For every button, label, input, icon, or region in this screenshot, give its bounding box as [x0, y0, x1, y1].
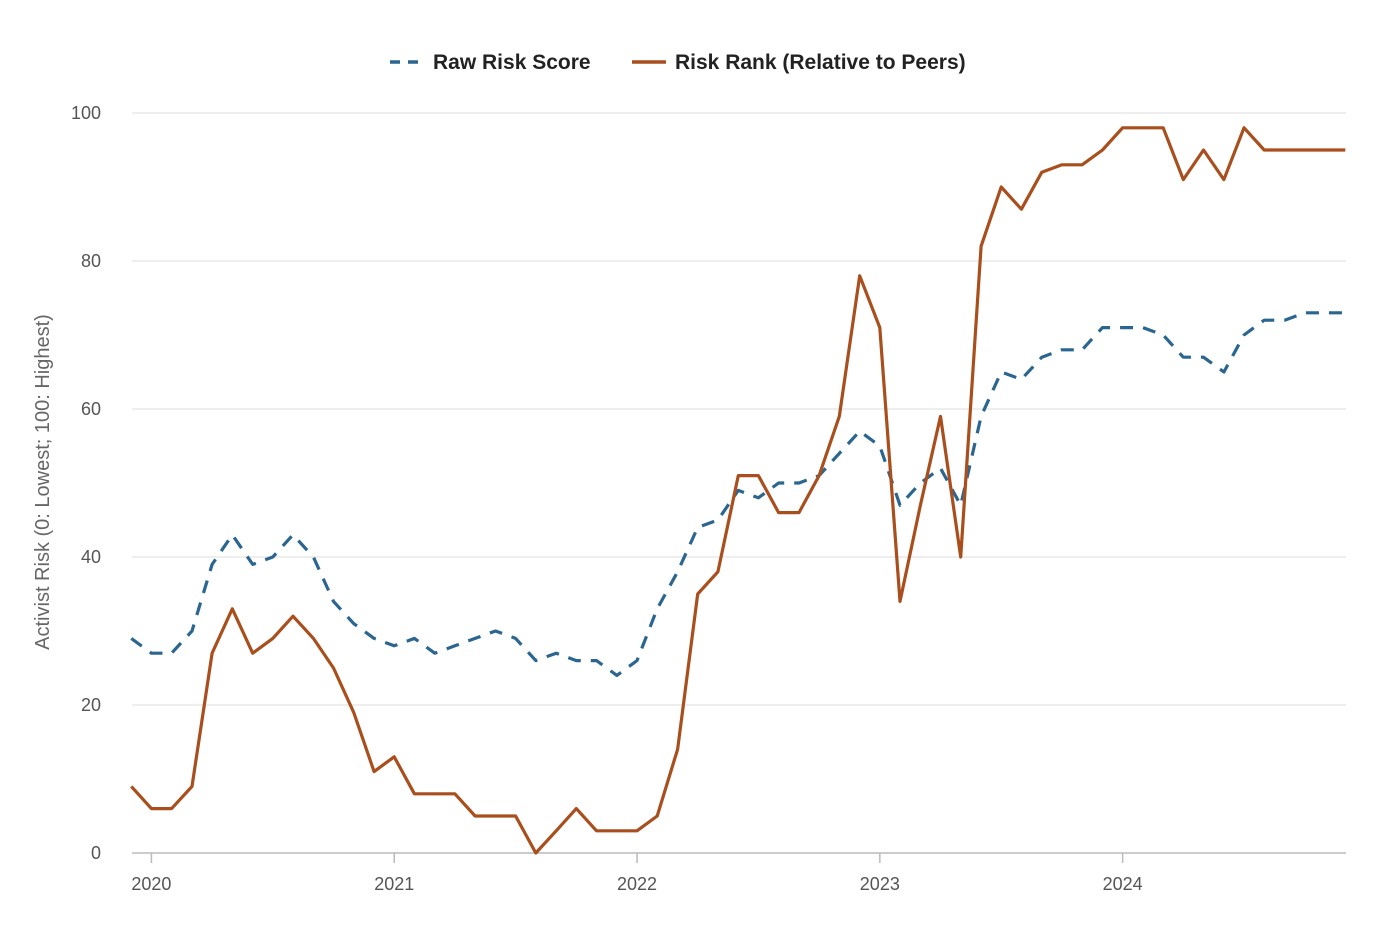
y-axis-title: Activist Risk (0: Lowest; 100: Highest): [32, 314, 54, 650]
x-tick-label: 2020: [131, 874, 171, 894]
y-tick-label: 20: [81, 695, 101, 715]
x-tick-label: 2024: [1103, 874, 1143, 894]
series-line-risk-rank: [130, 126, 1346, 855]
series-line-raw-risk-score: [130, 311, 1346, 678]
y-tick-label: 40: [81, 547, 101, 567]
y-tick-label: 0: [91, 843, 101, 863]
series-layer: [130, 126, 1346, 855]
y-tick-label: 60: [81, 399, 101, 419]
x-axis: 2020 2021 2022 2023 2024: [131, 852, 1346, 894]
y-tick-labels: 0 20 40 60 80 100: [71, 103, 101, 863]
legend: Raw Risk Score Risk Rank (Relative to Pe…: [390, 51, 966, 74]
x-tick-label: 2023: [860, 874, 900, 894]
y-tick-label: 100: [71, 103, 101, 123]
legend-label-risk-rank: Risk Rank (Relative to Peers): [675, 51, 966, 74]
x-tick-label: 2021: [374, 874, 414, 894]
gridlines: [132, 112, 1346, 706]
y-tick-label: 80: [81, 251, 101, 271]
x-tick-label: 2022: [617, 874, 657, 894]
legend-label-raw-risk-score: Raw Risk Score: [433, 51, 591, 74]
